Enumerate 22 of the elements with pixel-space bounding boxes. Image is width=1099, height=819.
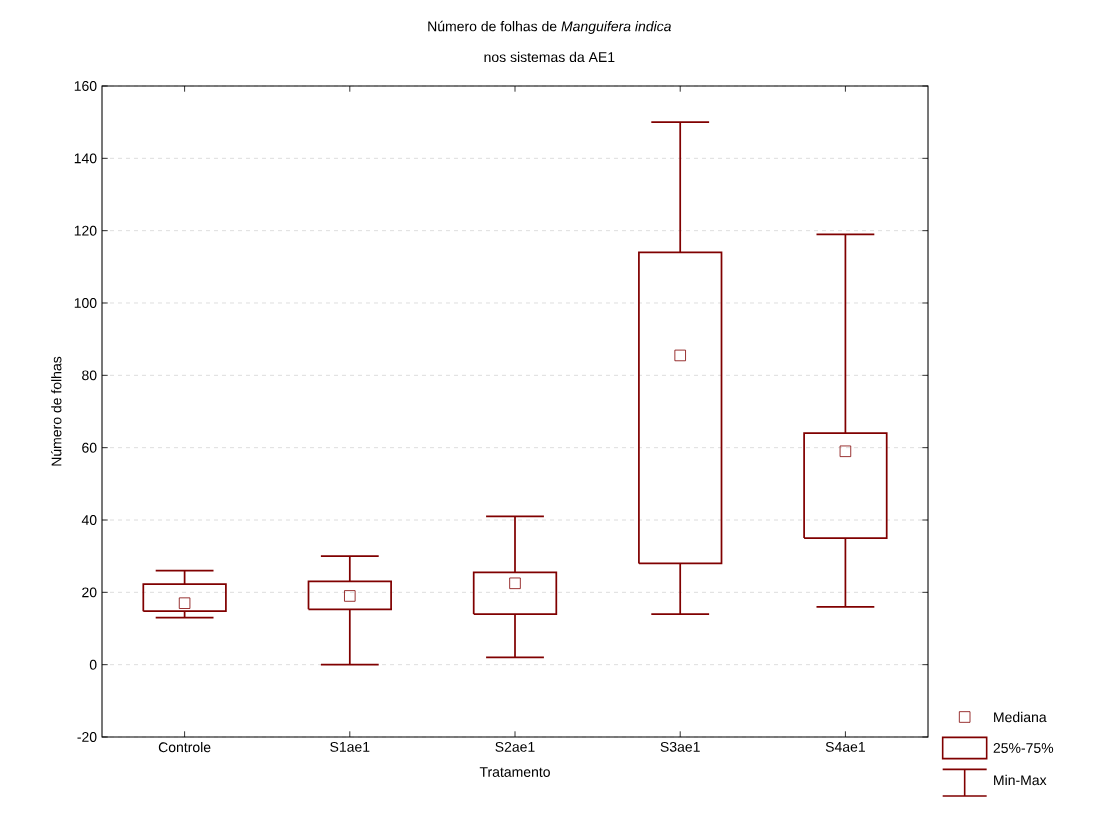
y-tick-label: 40 bbox=[81, 515, 97, 525]
y-axis-title: Número de folhas bbox=[51, 356, 62, 466]
y-tick-label: 60 bbox=[82, 442, 97, 453]
text: Mediana bbox=[994, 711, 1047, 723]
y-tick-label: 100 bbox=[74, 298, 97, 308]
x-tick-label: Controle bbox=[158, 741, 211, 753]
y-tick-label: 20 bbox=[82, 587, 97, 598]
y-tick-label: 80 bbox=[82, 370, 97, 381]
x-tick-label: S2ae1 bbox=[495, 741, 535, 752]
chart-subtitle: nos sistemas da AE1 bbox=[484, 51, 615, 63]
x-tick-label: S4ae1 bbox=[825, 741, 865, 752]
y-tick-label: 120 bbox=[74, 225, 97, 236]
y-tick-label: -20 bbox=[77, 732, 97, 742]
chart-title: Número de folhas de Manguifera indica bbox=[428, 20, 671, 35]
x-tick-label: S1ae1 bbox=[330, 741, 370, 752]
text: Min-Max bbox=[994, 774, 1047, 786]
x-axis-title: Tratamento bbox=[479, 767, 550, 777]
y-tick-label: 160 bbox=[74, 81, 97, 91]
x-tick-label: S3ae1 bbox=[660, 741, 700, 752]
y-tick-label: 140 bbox=[74, 153, 97, 164]
y-tick-label: 0 bbox=[89, 659, 97, 670]
text: 25%-75% bbox=[993, 743, 1054, 753]
